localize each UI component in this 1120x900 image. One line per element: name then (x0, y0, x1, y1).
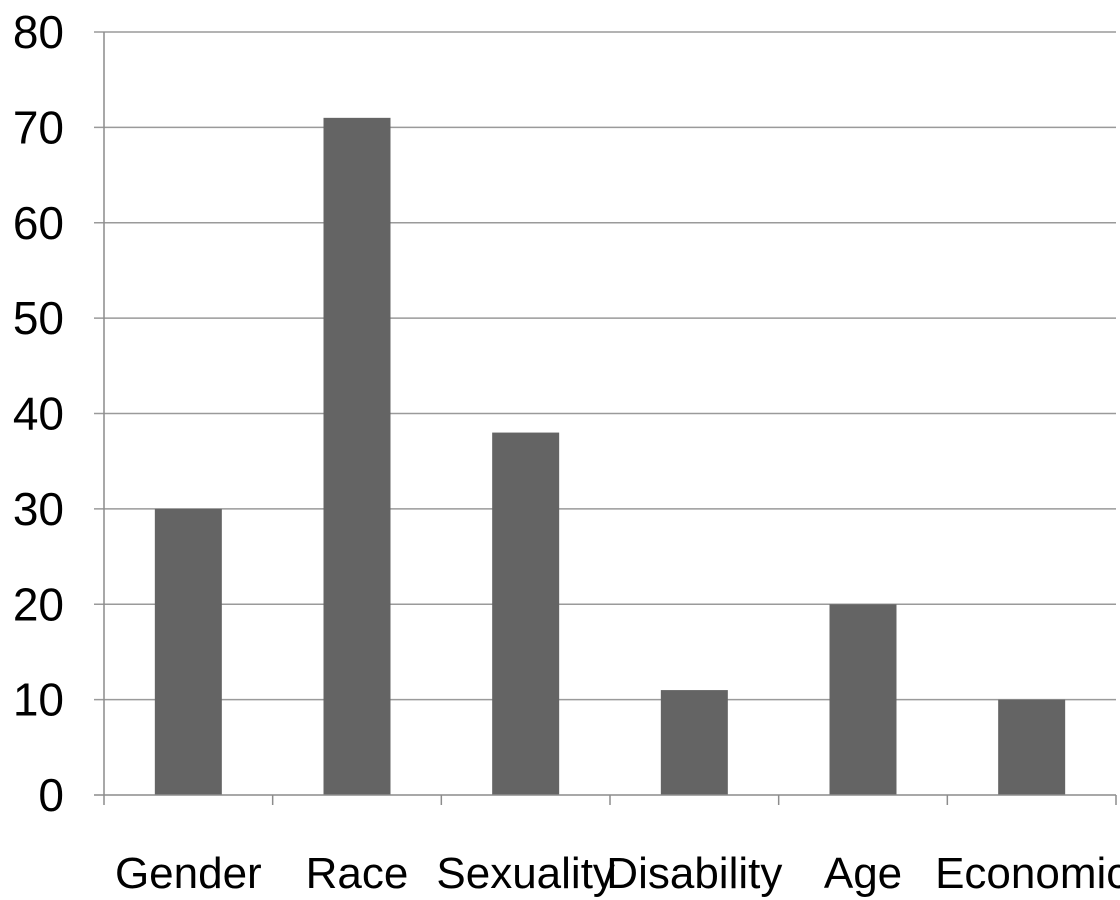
x-tick-label-gender: Gender (115, 849, 262, 898)
y-tick-label-80: 80 (13, 6, 64, 58)
bar-gender (154, 508, 222, 795)
bar-economic (998, 699, 1066, 795)
x-tick-label-sexuality: Sexuality (436, 849, 615, 898)
y-tick-label-70: 70 (13, 101, 64, 153)
x-tick-label-race: Race (306, 849, 409, 898)
x-tick-label-disability: Disability (606, 849, 782, 898)
y-tick-label-60: 60 (13, 197, 64, 249)
gridlines (94, 31, 1116, 701)
bars (154, 117, 1066, 795)
labels: 0 10 20 30 40 50 60 70 80 Gender Race SexualityDisa… (13, 6, 1120, 898)
y-tick-label-0: 0 (38, 769, 64, 821)
y-tick-label-10: 10 (13, 674, 64, 726)
y-tick-label-40: 40 (13, 388, 64, 440)
y-tick-label-30: 30 (13, 483, 64, 535)
x-tick-label-economic: Economic (935, 849, 1120, 898)
x-tick-label-age: Age (824, 849, 902, 898)
bar-race (323, 117, 391, 795)
axes (94, 32, 1117, 805)
bar-age (829, 604, 897, 795)
bar-disability (660, 690, 728, 795)
y-tick-label-20: 20 (13, 578, 64, 630)
y-tick-label-50: 50 (13, 292, 64, 344)
bar-sexuality (492, 432, 560, 795)
